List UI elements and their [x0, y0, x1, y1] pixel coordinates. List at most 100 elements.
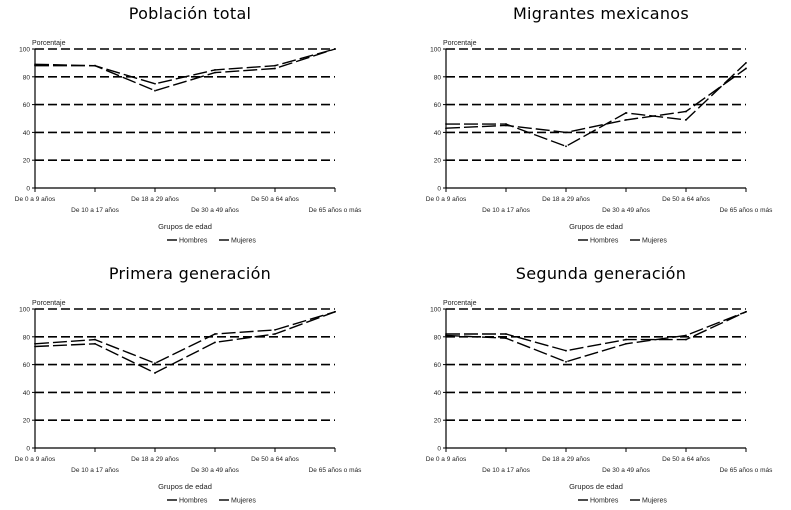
chart-title: Primera generación [108, 264, 272, 283]
legend-label: Hombres [590, 238, 619, 245]
x-tick-label: De 10 a 17 años [482, 207, 530, 214]
series-line-mujeres [35, 48, 336, 85]
data-point [625, 118, 627, 121]
x-tick-label: De 10 a 17 años [71, 467, 119, 474]
data-point [214, 341, 216, 344]
data-point [34, 345, 36, 348]
data-point [214, 68, 216, 71]
data-point [94, 64, 96, 67]
data-point [565, 349, 567, 352]
y-tick-label: 100 [430, 47, 441, 54]
y-tick-label: 80 [23, 334, 31, 341]
data-point [685, 118, 687, 121]
x-tick-label: De 0 a 9 años [426, 196, 467, 203]
data-point [154, 89, 156, 92]
chart-panel-segunda-generacion: Segunda generación Porcentaje 0 20 40 60 80 10… [411, 260, 791, 510]
x-tick-label: De 65 años o más [309, 467, 363, 474]
y-tick-label: 100 [430, 307, 441, 314]
x-tick-label: De 65 años o más [309, 207, 363, 214]
data-point [685, 338, 687, 341]
y-tick-label: 60 [434, 102, 442, 109]
x-tick-label: De 30 a 49 años [191, 467, 239, 474]
x-tick-label: De 0 a 9 años [426, 456, 467, 463]
data-point [745, 310, 747, 313]
y-tick-label: 60 [23, 102, 31, 109]
y-tick-label: 40 [434, 130, 442, 137]
x-tick-label: De 18 a 29 años [131, 456, 179, 463]
chart-svg: Porcentaje 0 20 40 60 80 100 De 0 a 9 años De 10… [426, 300, 773, 505]
y-tick-label: 0 [437, 446, 441, 453]
y-tick-label: 20 [23, 418, 31, 425]
y-tick-label: 0 [26, 186, 30, 193]
y-axis-label: Porcentaje [32, 40, 66, 47]
data-point [274, 64, 276, 67]
x-tick-label: De 30 a 49 años [602, 207, 650, 214]
x-tick-label: De 0 a 9 años [15, 456, 56, 463]
y-tick-label: 60 [434, 362, 442, 369]
y-tick-label: 40 [23, 130, 31, 137]
data-point [505, 123, 507, 125]
y-axis-label: Porcentaje [443, 40, 477, 47]
series-line-mujeres [445, 67, 747, 134]
series-line-hombres [446, 311, 747, 352]
data-point [334, 48, 336, 50]
x-axis-title: Grupos de edad [569, 222, 623, 231]
data-point [34, 64, 36, 67]
data-point [154, 372, 156, 374]
data-point [274, 328, 276, 331]
y-tick-label: 60 [23, 362, 31, 369]
x-tick-label: De 65 años o más [720, 207, 774, 214]
x-axis-title: Grupos de edad [158, 482, 212, 491]
y-tick-label: 20 [434, 418, 442, 425]
data-point [445, 127, 447, 130]
x-tick-label: De 50 a 64 años [251, 456, 299, 463]
data-point [505, 333, 507, 335]
data-point [625, 342, 627, 345]
legend-label: Hombres [590, 498, 619, 505]
chart-title: Población total [128, 4, 252, 23]
data-point [565, 360, 567, 363]
y-tick-label: 20 [434, 158, 442, 165]
x-tick-label: De 30 a 49 años [191, 207, 239, 214]
x-axis-title: Grupos de edad [569, 482, 623, 491]
data-point [565, 145, 567, 148]
series-line-mujeres [445, 311, 747, 363]
x-tick-label: De 0 a 9 años [15, 196, 56, 203]
y-tick-label: 100 [19, 47, 30, 54]
data-point [445, 333, 447, 335]
y-tick-label: 0 [437, 186, 441, 193]
y-tick-label: 100 [19, 307, 30, 314]
chart-svg: Porcentaje 0 20 40 60 80 100 De 0 a 9 años De 10… [15, 300, 363, 505]
data-point [685, 334, 687, 337]
data-point [445, 334, 447, 337]
series-line-hombres [34, 311, 336, 374]
legend-label: Mujeres [642, 498, 667, 505]
data-point [745, 67, 747, 70]
x-axis-title: Grupos de edad [158, 222, 212, 231]
data-point [274, 67, 276, 70]
y-tick-label: 40 [23, 390, 31, 397]
y-axis-label: Porcentaje [32, 300, 66, 307]
y-tick-label: 80 [23, 74, 31, 81]
chart-panel-primera-generacion: Primera generación Porcentaje 0 20 40 60 80 10… [0, 260, 380, 510]
x-tick-label: De 18 a 29 años [542, 456, 590, 463]
legend-label: Mujeres [231, 238, 256, 245]
legend-label: Mujeres [231, 498, 256, 505]
y-tick-label: 20 [23, 158, 31, 165]
x-tick-label: De 10 a 17 años [482, 467, 530, 474]
data-point [505, 124, 507, 127]
data-point [34, 63, 36, 66]
x-tick-label: De 50 a 64 años [251, 196, 299, 203]
data-point [445, 123, 447, 125]
y-tick-label: 80 [434, 74, 442, 81]
chart-title: Segunda generación [515, 264, 687, 283]
data-point [34, 342, 36, 345]
y-tick-label: 40 [434, 390, 442, 397]
data-point [154, 362, 156, 365]
data-point [274, 333, 276, 335]
series-line-hombres [446, 62, 747, 148]
data-point [625, 338, 627, 341]
chart-panel-poblacion-total: Población total Porcentaje 0 20 40 60 80 100 De… [0, 0, 380, 250]
chart-panel-migrantes-mexicanos: Migrantes mexicanos Porcentaje 0 20 40 60 80 1… [411, 0, 791, 250]
legend-label: Mujeres [642, 238, 667, 245]
